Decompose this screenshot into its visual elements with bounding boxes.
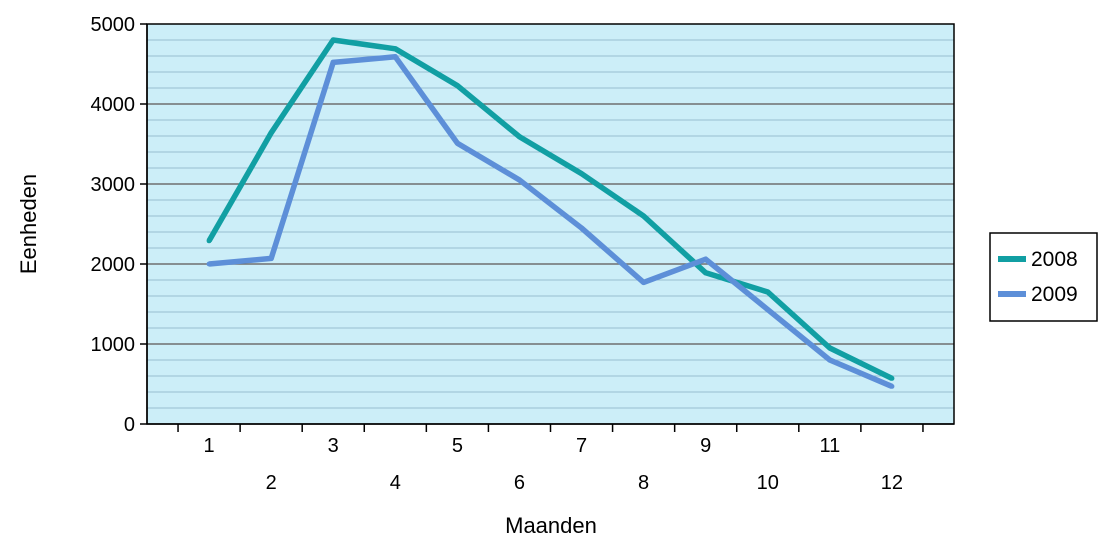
data-point-2009: [330, 59, 336, 65]
legend-box: [989, 232, 1098, 322]
y-tick-label: 3000: [91, 174, 136, 196]
data-point-2009: [765, 307, 771, 313]
data-point-2008: [206, 238, 212, 244]
series-line-2009: [208, 54, 893, 389]
y-axis-ticks: 0 1000 2000 3000 4000 5000: [91, 14, 147, 436]
data-point-2009: [579, 225, 585, 231]
data-point-2008: [268, 130, 274, 136]
data-point-2008: [454, 83, 460, 89]
data-point-2008: [765, 289, 771, 295]
data-point-2009: [827, 357, 833, 363]
x-tick-label: 5: [452, 435, 463, 457]
data-point-2008: [641, 213, 647, 219]
x-tick-label: 10: [757, 472, 779, 494]
y-tick-label: 0: [124, 414, 135, 436]
data-point-2008: [579, 171, 585, 177]
data-point-2009: [516, 177, 522, 183]
x-tick-label: 3: [328, 435, 339, 457]
series-line-2008: [206, 37, 894, 381]
x-tick-label: 12: [881, 472, 903, 494]
data-point-2008: [889, 375, 895, 381]
data-point-2009: [641, 279, 647, 285]
y-tick-label: 5000: [91, 14, 136, 36]
x-tick-label: 7: [576, 435, 587, 457]
x-tick-label: 8: [638, 472, 649, 494]
data-point-2008: [827, 345, 833, 351]
legend: 2008 2009: [989, 232, 1098, 322]
data-point-2008: [703, 270, 709, 276]
data-point-2008: [330, 37, 336, 43]
data-point-2009: [392, 54, 398, 60]
series-layer: [206, 37, 895, 389]
data-point-2009: [268, 255, 274, 261]
x-axis-title: Maanden: [505, 513, 597, 538]
x-tick-label: 1: [204, 435, 215, 457]
x-tick-label: 2: [266, 472, 277, 494]
x-tick-label: 6: [514, 472, 525, 494]
data-point-2009: [206, 261, 212, 267]
data-point-2009: [454, 140, 460, 146]
data-point-2008: [392, 46, 398, 52]
data-point-2009: [889, 383, 895, 389]
legend-label-2008: 2008: [1031, 248, 1078, 271]
legend-label-2009: 2009: [1031, 283, 1078, 306]
y-axis-title: Eenheden: [16, 174, 41, 274]
y-tick-label: 1000: [91, 334, 136, 356]
data-point-2008: [516, 134, 522, 140]
y-tick-label: 2000: [91, 254, 136, 276]
major-gridlines: [147, 103, 954, 345]
y-tick-label: 4000: [91, 94, 136, 116]
x-tick-label: 4: [390, 472, 401, 494]
data-point-2009: [703, 256, 709, 262]
x-tick-label: 11: [819, 435, 840, 457]
minor-gridlines: [147, 39, 954, 409]
x-tick-label: 9: [700, 435, 711, 457]
